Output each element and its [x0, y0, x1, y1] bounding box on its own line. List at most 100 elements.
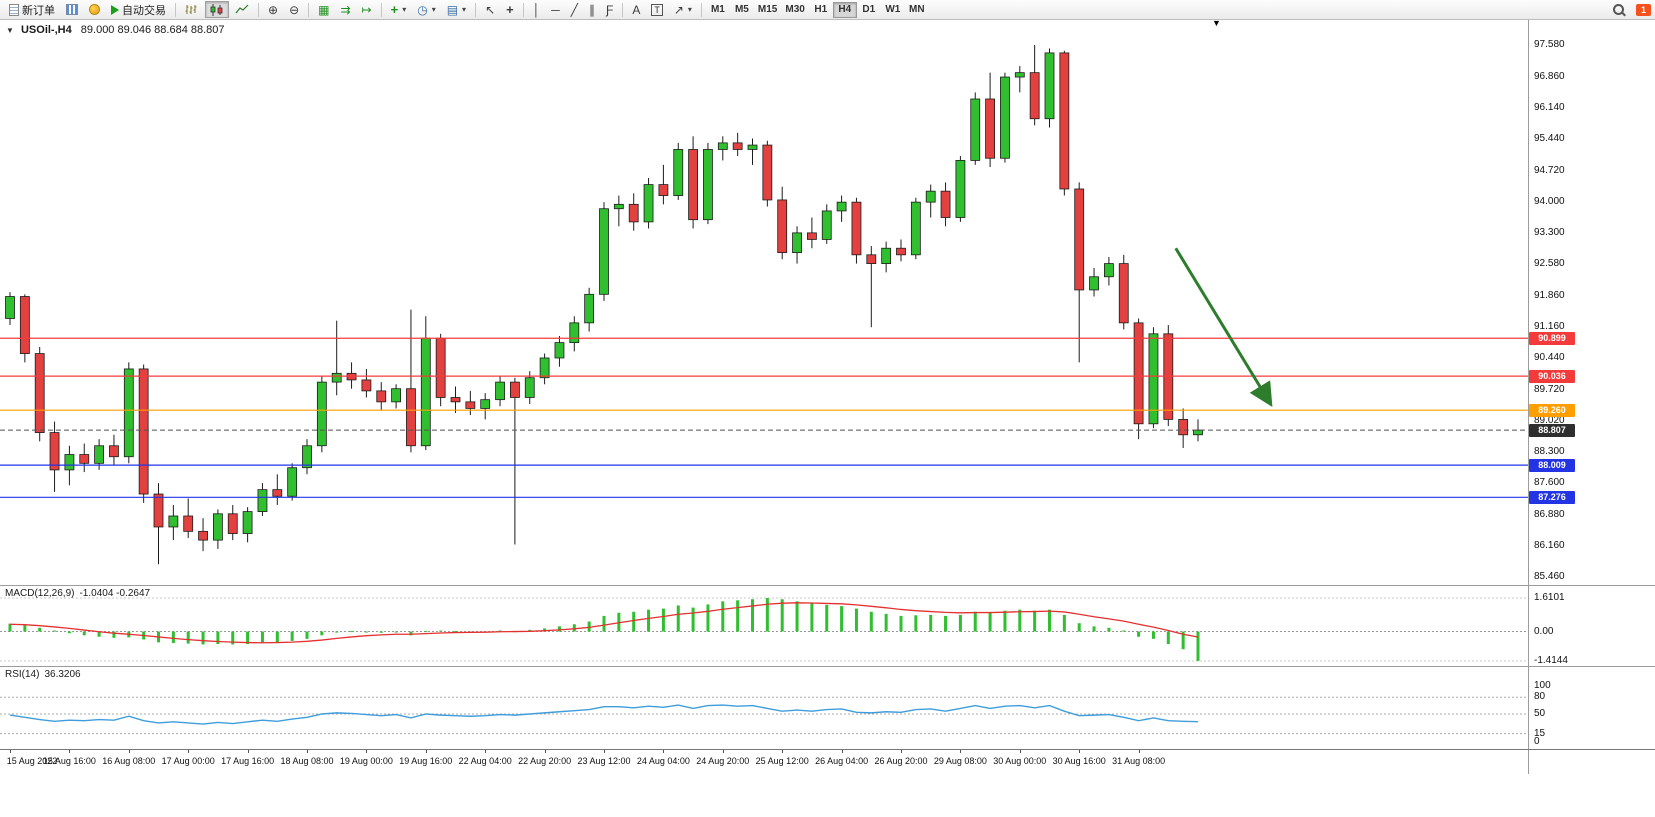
timeframe-h1-button[interactable]: H1	[809, 2, 833, 18]
price-line-badge[interactable]: 89.260	[1529, 403, 1575, 417]
zoom-out-icon: ⊖	[289, 2, 300, 17]
price-tick-label: 87.600	[1534, 477, 1565, 489]
time-axis-tick	[544, 750, 546, 753]
time-axis-label: 18 Aug 08:00	[280, 756, 334, 766]
price-line-badge[interactable]: 87.276	[1529, 490, 1575, 504]
community-button[interactable]	[84, 1, 105, 18]
macd-values: -1.0404 -0.2647	[79, 588, 151, 599]
candlestick-chart-button[interactable]	[205, 1, 229, 18]
price-tick-label: 95.440	[1534, 132, 1565, 144]
zoom-in-button[interactable]: ⊕	[263, 1, 283, 18]
price-tick-label: 91.160	[1534, 320, 1565, 332]
timeframe-m30-button[interactable]: M30	[781, 2, 808, 18]
price-line-badge[interactable]: 88.009	[1529, 458, 1575, 472]
crosshair-button[interactable]: +	[501, 1, 519, 18]
auto-scroll-icon: ⇉	[340, 2, 351, 17]
market-depth-icon	[66, 4, 78, 15]
line-chart-icon	[235, 4, 249, 13]
templates-button[interactable]: ▤ ▾	[442, 1, 471, 18]
timeframe-d1-button[interactable]: D1	[857, 2, 881, 18]
time-axis-label: 23 Aug 12:00	[577, 756, 631, 766]
time-axis-label: 26 Aug 20:00	[874, 756, 928, 766]
add-indicator-button[interactable]: + ▾	[386, 1, 412, 18]
search-button[interactable]	[1608, 1, 1629, 18]
toolbar-separator	[175, 2, 176, 17]
chart-collapse-icon[interactable]: ▼	[6, 26, 14, 35]
price-line-badge[interactable]: 90.899	[1529, 331, 1575, 345]
time-axis-label: 24 Aug 20:00	[696, 756, 750, 766]
macd-name: MACD(12,26,9)	[5, 588, 75, 599]
arrows-button[interactable]: ↗ ▾	[669, 1, 697, 18]
time-axis-tick	[10, 750, 11, 753]
zoom-out-button[interactable]: ⊖	[284, 1, 304, 18]
toolbar-separator	[308, 2, 310, 17]
timeframe-mn-button[interactable]: MN	[905, 2, 929, 18]
new-order-label: 新订单	[22, 4, 55, 17]
timeframe-m5-button[interactable]: M5	[730, 2, 754, 18]
text-label-button[interactable]: T	[646, 1, 668, 18]
time-axis[interactable]: 15 Aug 2022 15 Aug 16:00 16 Aug 08:00 17 Au…	[0, 750, 1528, 774]
price-tick-label: 91.860	[1534, 290, 1565, 302]
rsi-tick-label: 0	[1534, 736, 1540, 747]
timeframe-w1-button[interactable]: W1	[881, 2, 905, 18]
chart-shift-button[interactable]: ↦	[357, 1, 377, 18]
horizontal-line-icon: ─	[551, 2, 560, 17]
price-tick-label: 92.580	[1534, 258, 1565, 270]
text-button[interactable]: A	[627, 1, 645, 18]
chart-shift-marker[interactable]: ▼	[1212, 20, 1221, 28]
price-scale[interactable]: 97.580 96.860 96.140 95.440 94.720 94.000 93.3…	[1528, 20, 1655, 585]
channel-button[interactable]: ∥	[584, 1, 600, 18]
periods-button[interactable]: ◷ ▾	[412, 1, 441, 18]
market-depth-button[interactable]	[61, 1, 83, 18]
auto-scroll-button[interactable]: ⇉	[335, 1, 355, 18]
price-tick-label: 94.720	[1534, 164, 1565, 176]
time-axis-tick	[128, 750, 130, 753]
auto-trading-button[interactable]: 自动交易	[106, 1, 171, 18]
fibonacci-button[interactable]: Ƒ	[601, 1, 618, 18]
time-axis-label: 30 Aug 16:00	[1052, 756, 1106, 766]
price-tick-label: 85.460	[1534, 571, 1565, 582]
trendline-icon: ╱	[570, 2, 578, 17]
timeframe-h4-button[interactable]: H4	[832, 1, 857, 18]
time-axis-label: 17 Aug 16:00	[221, 756, 275, 766]
price-line-badge[interactable]: 90.036	[1529, 369, 1575, 383]
time-axis-tick	[69, 750, 71, 753]
timeframe-m15-button[interactable]: M15	[754, 2, 781, 18]
time-axis-label: 30 Aug 00:00	[993, 756, 1047, 766]
zoom-in-icon: ⊕	[268, 2, 279, 17]
rsi-chart[interactable]: RSI(14) 36.3206	[0, 667, 1528, 749]
cursor-button[interactable]: ↖	[480, 1, 500, 18]
time-axis-label: 31 Aug 08:00	[1112, 756, 1166, 766]
price-tick-label: 93.300	[1534, 226, 1565, 238]
macd-scale[interactable]: 1.6101 0.00 -1.4144	[1528, 586, 1655, 666]
price-chart[interactable]: ▼ USOil-,H4 89.000 89.046 88.684 88.807 …	[0, 20, 1528, 585]
horizontal-line-button[interactable]: ─	[546, 1, 565, 18]
time-axis-label: 19 Aug 16:00	[399, 756, 453, 766]
trendline-button[interactable]: ╱	[566, 1, 583, 18]
toolbar-separator	[380, 2, 382, 17]
clock-icon: ◷	[417, 2, 428, 17]
time-axis-tick	[307, 750, 308, 753]
vertical-line-button[interactable]: │	[528, 1, 546, 18]
new-order-button[interactable]: 新订单	[4, 1, 60, 18]
tile-windows-button[interactable]: ▦	[313, 1, 334, 18]
toolbar-separator	[522, 2, 524, 17]
price-tick-label: 89.020	[1534, 414, 1565, 426]
auto-trading-icon	[111, 4, 119, 15]
price-tick-label: 89.720	[1534, 384, 1565, 395]
trend-annotation-arrow[interactable]	[1174, 247, 1273, 407]
time-axis-tick	[247, 750, 249, 753]
macd-tick-label: 0.00	[1534, 625, 1554, 637]
rsi-scale[interactable]: 100 80 50 15 0	[1528, 667, 1655, 749]
new-order-icon	[9, 3, 19, 16]
timeframe-m1-button[interactable]: M1	[706, 2, 730, 18]
price-tick-label: 88.300	[1534, 446, 1565, 458]
time-axis-tick	[901, 750, 902, 753]
macd-chart[interactable]: MACD(12,26,9) -1.0404 -0.2647	[0, 586, 1528, 666]
macd-tick-label: 1.6101	[1534, 592, 1565, 603]
bar-chart-button[interactable]	[180, 1, 204, 18]
time-axis-tick	[841, 750, 843, 753]
notification-badge[interactable]: 1	[1635, 3, 1651, 16]
macd-panel: MACD(12,26,9) -1.0404 -0.2647 1.6101 0.00 -…	[0, 585, 1655, 666]
line-chart-button[interactable]	[230, 1, 254, 18]
